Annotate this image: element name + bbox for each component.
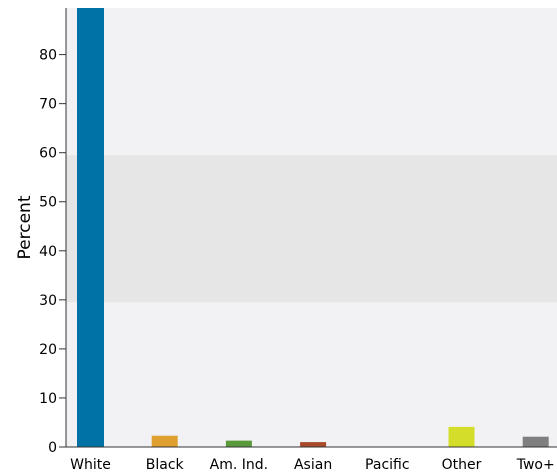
y-tick-label: 70 <box>39 97 57 113</box>
x-category-label: Asian <box>294 457 332 473</box>
y-tick-label: 10 <box>39 391 57 407</box>
y-tick-label: 60 <box>39 146 57 162</box>
y-tick-label: 50 <box>39 195 57 211</box>
x-category-label: Other <box>442 457 482 473</box>
y-tick-label: 40 <box>39 244 57 260</box>
y-tick-label: 80 <box>39 48 57 64</box>
x-labels-group: White Black Am. Ind. Asian Pacific Other Two+ <box>70 457 555 473</box>
bars-group <box>77 8 549 447</box>
x-category-label: Am. Ind. <box>210 457 268 473</box>
x-category-label: White <box>70 457 111 473</box>
x-category-label: Two+ <box>516 457 555 473</box>
bar-am-ind <box>225 440 252 447</box>
y-tick-label: 20 <box>39 342 57 358</box>
x-category-label: Black <box>146 457 185 473</box>
x-category-label: Pacific <box>365 457 410 473</box>
highlight-band <box>66 155 557 303</box>
bar-two <box>522 436 549 447</box>
bar-white <box>77 8 104 447</box>
bar-asian <box>300 442 327 447</box>
bar-black <box>151 435 178 447</box>
bar-other <box>448 426 475 447</box>
y-tick-label: 30 <box>39 293 57 309</box>
y-ticks-group: 0 10 20 30 40 50 60 70 80 <box>39 48 66 456</box>
y-tick-label: 0 <box>48 440 57 456</box>
y-axis-label: Percent <box>15 195 35 259</box>
